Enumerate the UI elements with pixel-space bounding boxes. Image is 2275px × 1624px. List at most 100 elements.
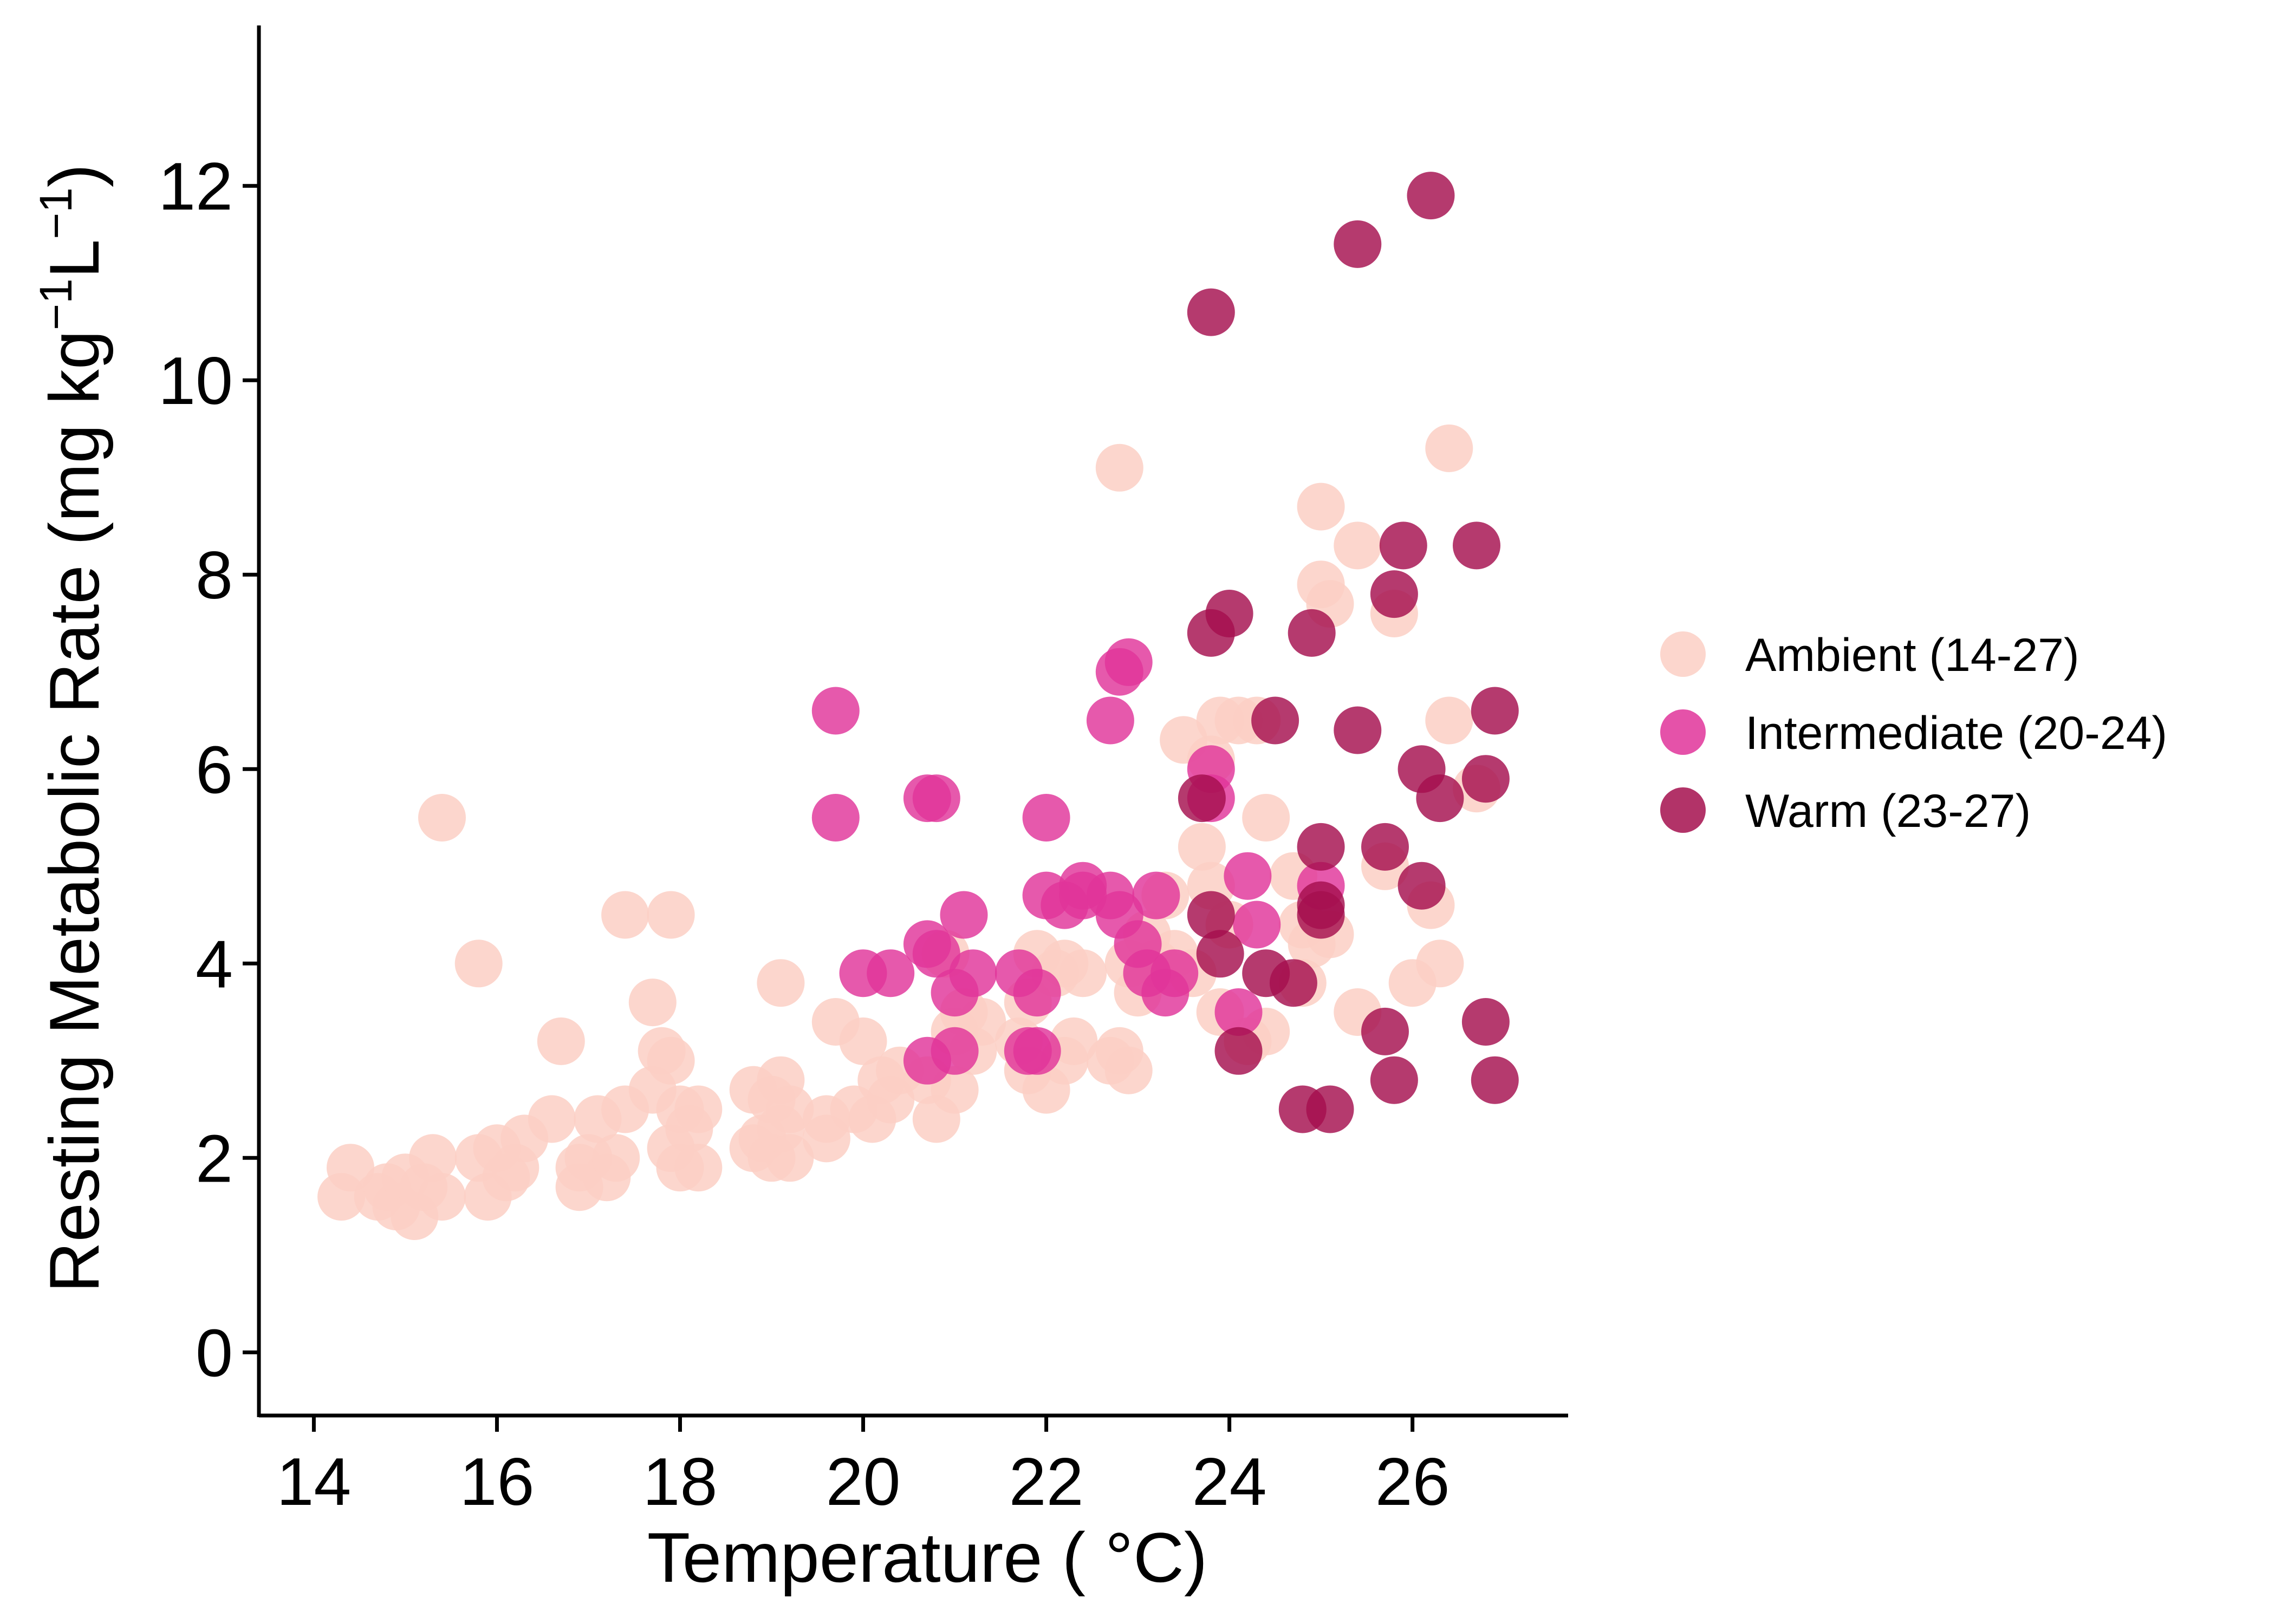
x-tick-label: 16 <box>459 1445 534 1519</box>
data-point <box>1407 172 1455 220</box>
data-point <box>766 1085 814 1133</box>
data-point <box>1059 949 1107 997</box>
data-point <box>811 794 860 842</box>
data-point <box>1178 774 1226 823</box>
y-tick-label: 4 <box>196 927 233 1002</box>
data-point <box>1178 823 1226 871</box>
data-point <box>1013 1027 1061 1075</box>
x-axis-title: Temperature ( °C) <box>647 1518 1207 1597</box>
data-point <box>674 1144 723 1192</box>
legend-label-warm-23-27: Warm (23-27) <box>1745 785 2031 837</box>
data-point <box>1471 1056 1519 1104</box>
data-point <box>1214 1027 1263 1075</box>
data-point <box>1379 521 1427 570</box>
data-point <box>1361 1007 1409 1055</box>
legend-label-ambient-14-27: Ambient (14-27) <box>1745 629 2079 681</box>
data-point <box>811 687 860 735</box>
data-point <box>757 959 805 1007</box>
y-tick-label: 6 <box>196 733 233 807</box>
data-point <box>1224 852 1272 900</box>
x-tick-label: 20 <box>826 1445 901 1519</box>
data-point <box>1104 638 1153 686</box>
y-axis-title: Resting Metabolic Rate (mg kg−1L−1) <box>30 164 114 1293</box>
data-point <box>454 940 503 988</box>
data-point <box>1370 570 1418 618</box>
data-point <box>601 891 649 939</box>
y-tick-label: 8 <box>196 538 233 613</box>
data-point <box>839 1017 887 1065</box>
data-points <box>317 172 1519 1240</box>
data-point <box>537 1017 585 1065</box>
y-tick-label: 0 <box>196 1316 233 1391</box>
data-point <box>1416 774 1464 823</box>
data-point <box>628 979 677 1027</box>
data-point <box>592 1134 640 1182</box>
data-point <box>1013 969 1061 1017</box>
legend-marker-warm-23-27 <box>1660 787 1706 833</box>
data-point <box>949 949 997 997</box>
data-point <box>1306 1085 1354 1133</box>
data-point <box>1334 220 1382 268</box>
data-point <box>1398 862 1446 910</box>
data-point <box>674 1085 723 1133</box>
data-point <box>1471 687 1519 735</box>
legend-marker-intermediate-20-24 <box>1660 709 1706 755</box>
data-point <box>1425 696 1473 745</box>
x-axis-ticks: 14 16 18 20 22 24 26 <box>276 1416 1450 1519</box>
data-point <box>1095 443 1143 492</box>
data-point <box>1187 891 1235 939</box>
legend-marker-ambient-14-27 <box>1660 631 1706 677</box>
data-point <box>867 949 915 997</box>
legend-label-intermediate-20-24: Intermediate (20-24) <box>1745 707 2167 759</box>
data-point <box>1104 1046 1153 1094</box>
data-point <box>1370 1056 1418 1104</box>
data-point <box>1214 988 1263 1036</box>
data-point <box>1297 823 1345 871</box>
x-tick-label: 18 <box>643 1445 718 1519</box>
data-point <box>1297 482 1345 531</box>
x-tick-label: 24 <box>1192 1445 1267 1519</box>
data-point <box>1251 696 1299 745</box>
data-point <box>931 1027 979 1075</box>
data-point <box>1150 949 1199 997</box>
data-point <box>1196 930 1244 978</box>
data-point <box>1297 881 1345 929</box>
data-point <box>1334 706 1382 754</box>
y-axis-title-exp-1: −1 <box>30 278 81 330</box>
data-point <box>1086 696 1134 745</box>
data-point <box>409 1134 457 1182</box>
y-axis-title-main: Resting Metabolic Rate (mg kg <box>35 330 114 1293</box>
data-point <box>1461 998 1510 1046</box>
x-tick-label: 22 <box>1009 1445 1084 1519</box>
series-warm-23-27 <box>1178 172 1519 1133</box>
data-point <box>1361 823 1409 871</box>
data-point <box>912 930 960 978</box>
data-point <box>1334 521 1382 570</box>
y-tick-label: 12 <box>158 149 233 224</box>
data-point <box>912 774 960 823</box>
y-axis-title-close: ) <box>35 164 114 187</box>
data-point <box>647 891 695 939</box>
data-point <box>766 1134 814 1182</box>
data-point <box>1269 959 1317 1007</box>
data-point <box>1288 609 1336 657</box>
x-tick-label: 26 <box>1375 1445 1450 1519</box>
data-point <box>1050 1017 1098 1065</box>
data-point <box>1416 940 1464 988</box>
data-point <box>940 891 988 939</box>
data-point <box>1022 794 1070 842</box>
data-point <box>418 1173 466 1221</box>
data-point <box>528 1095 576 1143</box>
legend: Ambient (14-27) Intermediate (20-24) Warm … <box>1660 629 2167 837</box>
data-point <box>1233 901 1281 949</box>
y-tick-label: 10 <box>158 344 233 419</box>
y-axis-title-unit: L <box>35 239 114 278</box>
data-point <box>1425 424 1473 472</box>
data-point <box>1461 755 1510 803</box>
data-point <box>1453 521 1500 570</box>
data-point <box>1132 871 1180 919</box>
data-point <box>1187 288 1235 336</box>
data-point <box>1205 590 1253 637</box>
y-axis-ticks: 0 2 4 6 8 10 12 <box>158 149 259 1391</box>
